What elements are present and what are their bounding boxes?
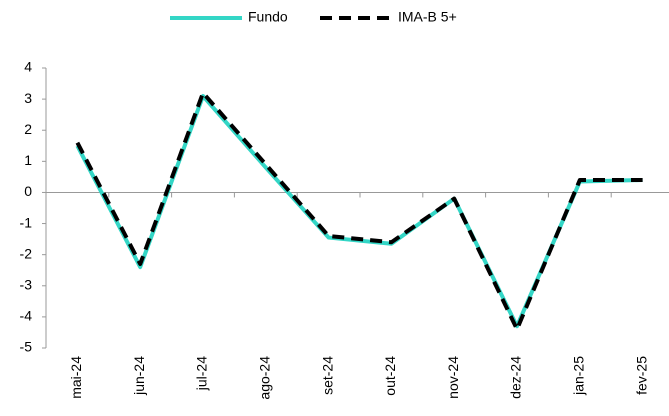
x-tick-label: nov-24 bbox=[445, 356, 461, 399]
legend-label: Fundo bbox=[248, 9, 288, 25]
series-line bbox=[75, 94, 643, 329]
y-tick-label: 4 bbox=[24, 59, 32, 75]
y-tick-label: -4 bbox=[20, 308, 33, 324]
y-tick-label: 2 bbox=[24, 121, 32, 137]
x-tick-label: fev-25 bbox=[633, 356, 649, 395]
x-tick-label: out-24 bbox=[382, 356, 398, 396]
legend-label: IMA-B 5+ bbox=[398, 9, 457, 25]
x-tick-label: dez-24 bbox=[508, 356, 524, 399]
y-tick-label: -2 bbox=[20, 245, 33, 261]
series-line bbox=[75, 90, 643, 332]
y-tick-label: 3 bbox=[24, 90, 32, 106]
y-tick-label: 1 bbox=[24, 152, 32, 168]
y-tick-label: -5 bbox=[20, 339, 33, 355]
x-tick-label: jun-24 bbox=[131, 356, 147, 396]
y-tick-label: 0 bbox=[24, 183, 32, 199]
x-tick-label: mai-24 bbox=[68, 356, 84, 399]
y-tick-label: -3 bbox=[20, 276, 33, 292]
x-tick-label: set-24 bbox=[319, 356, 335, 395]
x-tick-label: jul-24 bbox=[194, 356, 210, 391]
y-tick-label: -1 bbox=[20, 214, 33, 230]
x-tick-label: jan-25 bbox=[571, 356, 587, 396]
x-tick-label: ago-24 bbox=[257, 356, 273, 400]
